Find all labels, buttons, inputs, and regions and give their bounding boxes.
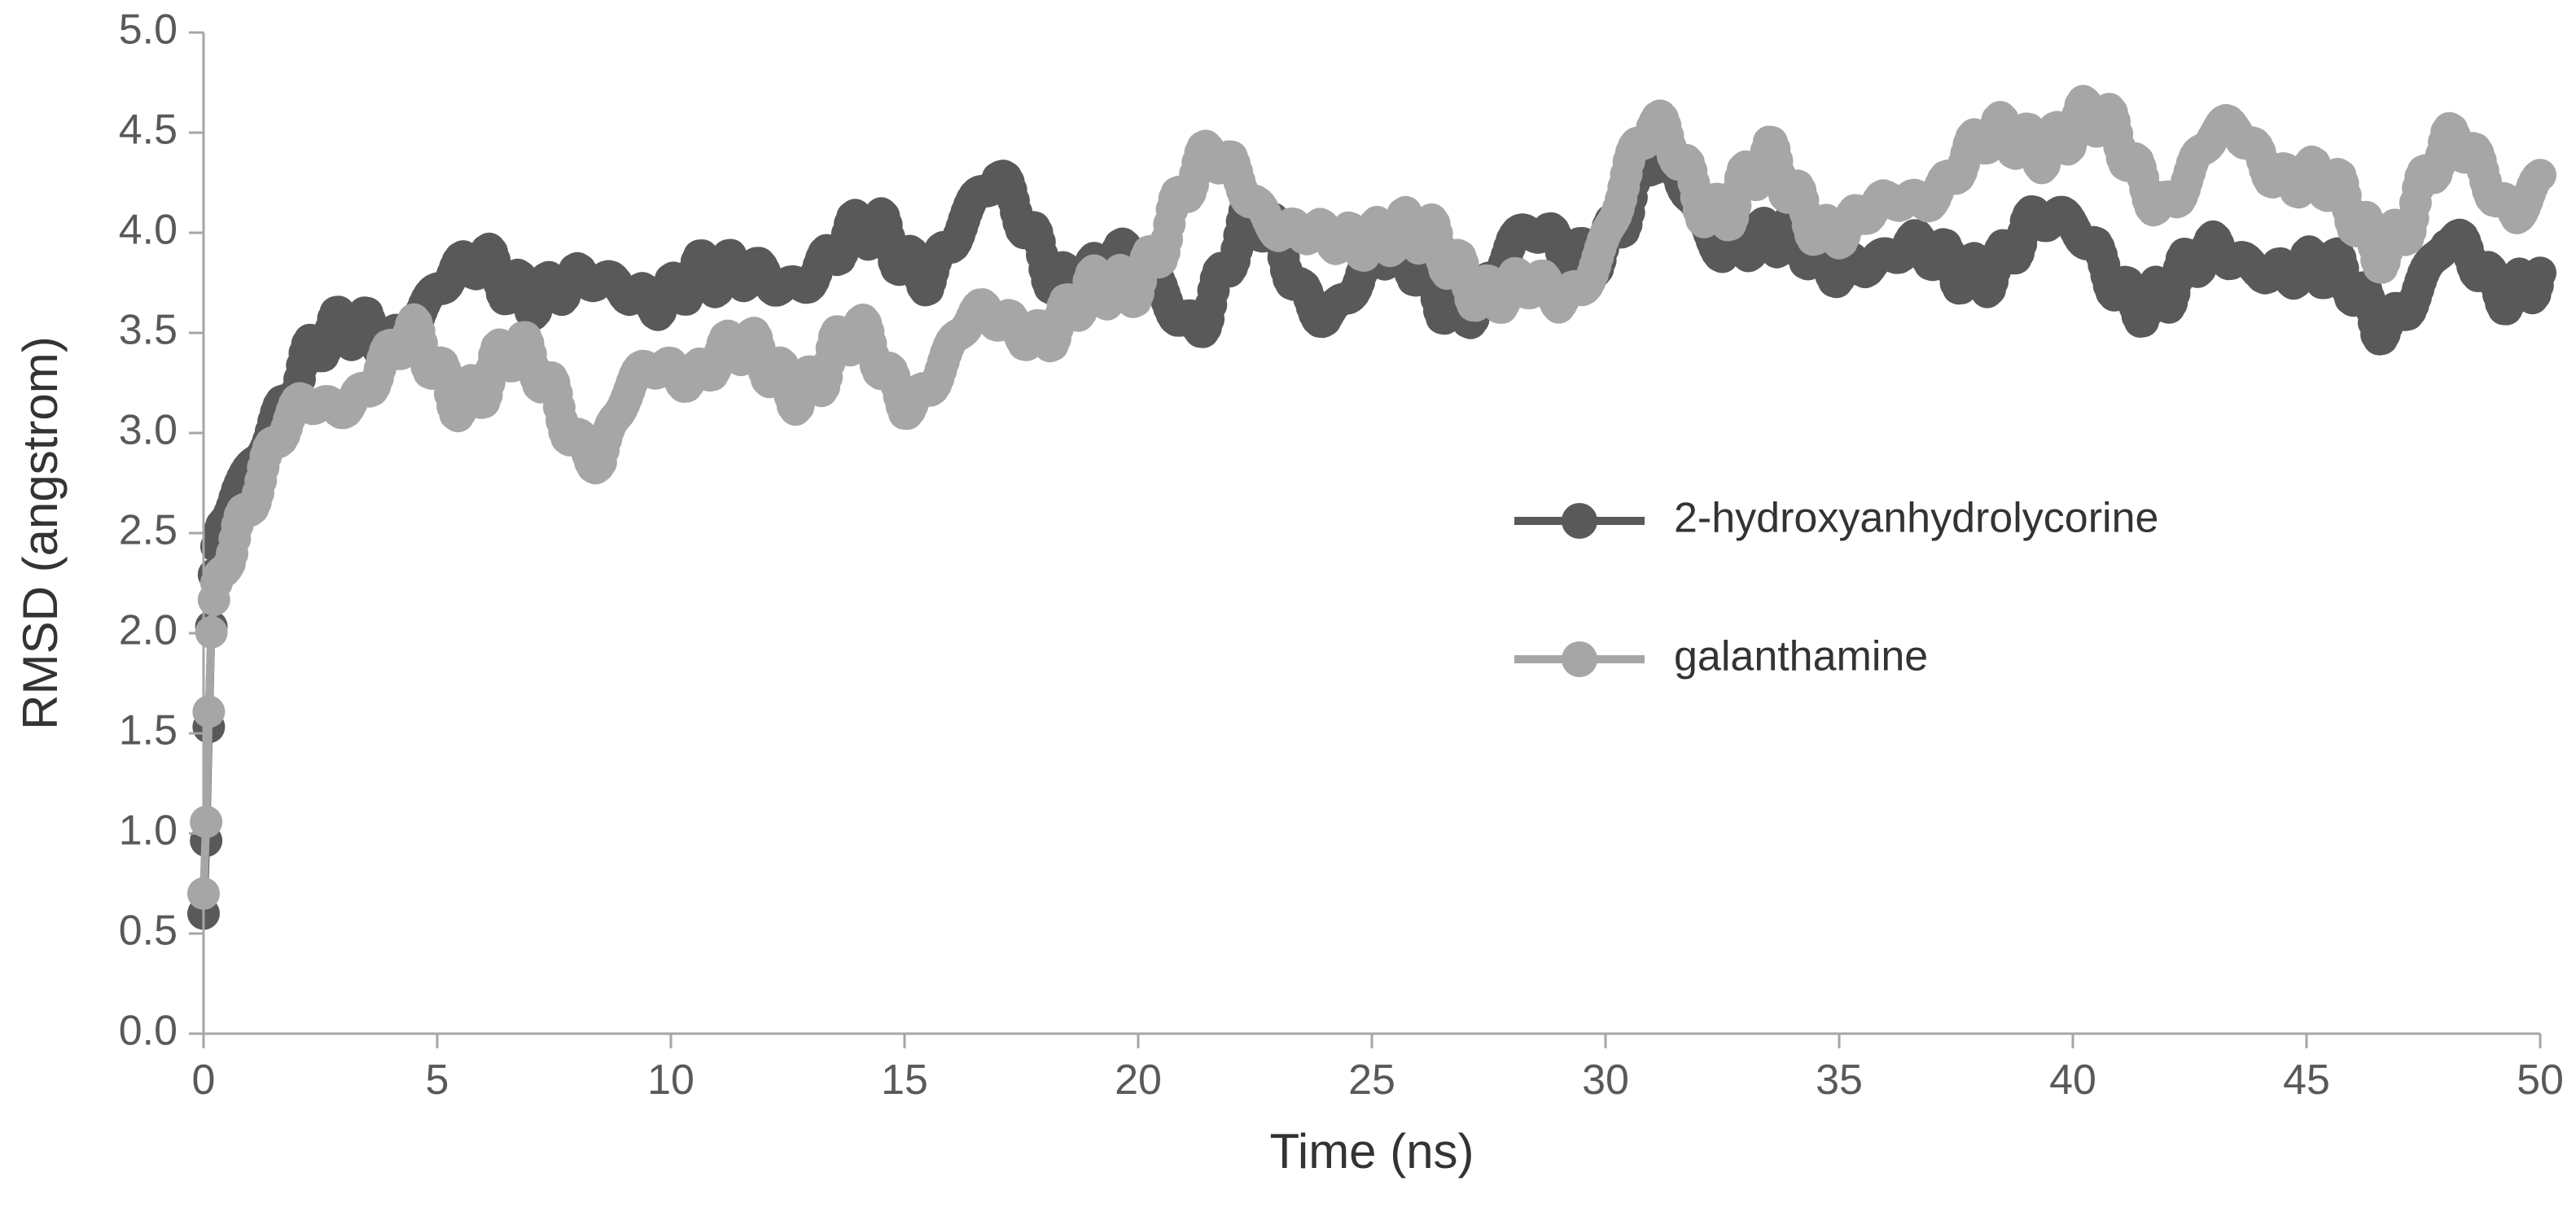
rmsd-chart: 0.0 0.5 1.0 1.5 2.0 2.5 3.0 3.5 4.0 4.5 5.0 0 5 10 15 2…	[0, 0, 2576, 1229]
x-axis-title: Time (ns)	[1269, 1124, 1474, 1179]
y-tick-label: 4.5	[119, 107, 177, 154]
x-tick-label: 25	[1348, 1056, 1395, 1104]
x-tick-label: 40	[2049, 1056, 2096, 1104]
x-tick-label: 20	[1115, 1056, 1162, 1104]
series-marker	[2524, 256, 2556, 289]
legend-marker	[1562, 641, 1597, 677]
y-tick-label: 0.0	[119, 1008, 177, 1055]
series-marker	[2524, 159, 2556, 191]
x-tick-label: 10	[647, 1056, 694, 1104]
y-tick-label: 3.5	[119, 307, 177, 354]
y-tick-label: 1.0	[119, 807, 177, 855]
y-tick-label: 2.5	[119, 507, 177, 554]
y-tick-label: 2.0	[119, 607, 177, 654]
x-tick-label: 0	[192, 1056, 216, 1104]
chart-svg: 0.0 0.5 1.0 1.5 2.0 2.5 3.0 3.5 4.0 4.5 5.0 0 5 10 15 2…	[0, 0, 2576, 1229]
x-tick-label: 50	[2517, 1056, 2564, 1104]
x-tick-label: 35	[1816, 1056, 1863, 1104]
y-tick-label: 1.5	[119, 707, 177, 754]
x-tick-label: 30	[1582, 1056, 1629, 1104]
y-tick-label: 4.0	[119, 207, 177, 254]
legend-label: 2-hydroxyanhydrolycorine	[1674, 495, 2158, 542]
y-axis-title: RMSD (angstrom)	[13, 336, 68, 729]
x-tick-label: 5	[426, 1056, 449, 1104]
x-tick-label: 45	[2283, 1056, 2330, 1104]
x-tick-label: 15	[881, 1056, 928, 1104]
y-tick-label: 3.0	[119, 407, 177, 454]
series-marker	[192, 695, 225, 728]
y-tick-label: 0.5	[119, 908, 177, 955]
legend-marker	[1562, 503, 1597, 539]
series-1	[187, 85, 2556, 910]
legend-label: galanthamine	[1674, 633, 1928, 680]
y-tick-label: 5.0	[119, 7, 177, 54]
